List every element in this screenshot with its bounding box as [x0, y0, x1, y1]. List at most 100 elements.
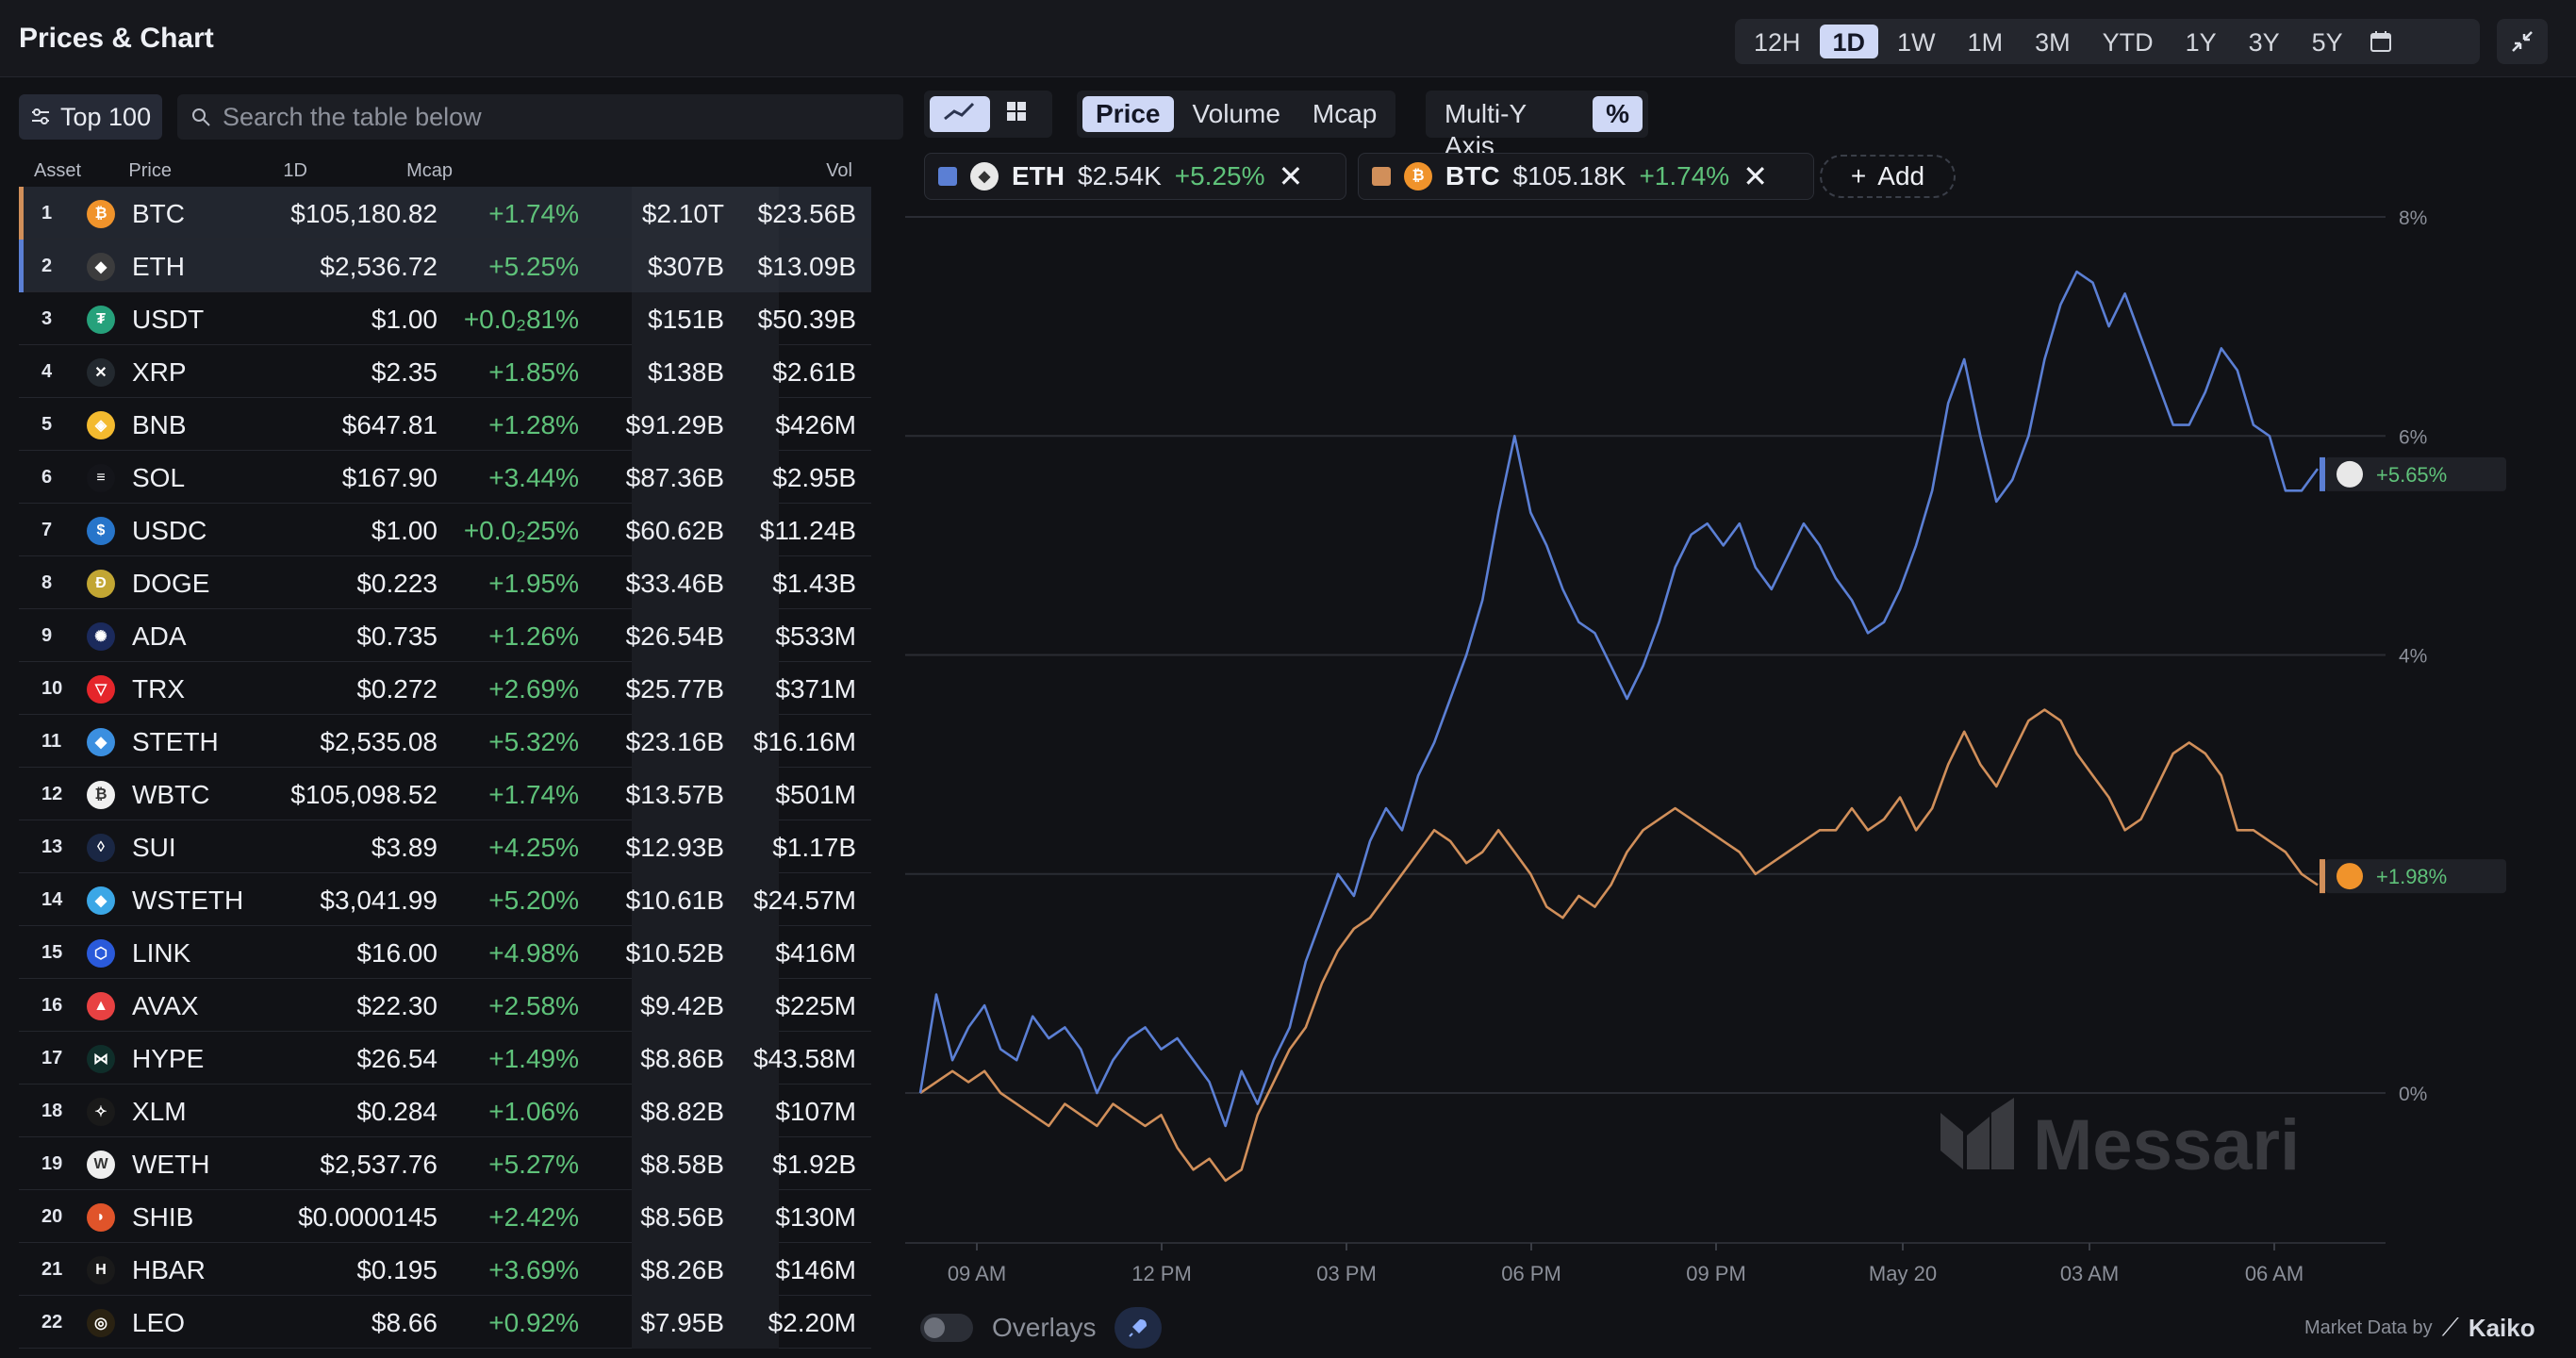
asset-mcap: $8.82B: [640, 1097, 724, 1126]
table-row[interactable]: 11 ◆ STETH $2,535.08 +5.32% $23.16B $16.16M: [19, 715, 871, 768]
mcap-highlight: [632, 398, 779, 451]
table-row[interactable]: 21 H HBAR $0.195 +3.69% $8.26B $146M: [19, 1243, 871, 1296]
range-1y[interactable]: 1Y: [2185, 28, 2217, 57]
bitcoin-icon: [2337, 863, 2363, 890]
legend-chip-eth[interactable]: ◆ ETH $2.54K +5.25% ✕: [924, 153, 1346, 200]
kaiko-logo-icon: ⟋: [2441, 1313, 2459, 1341]
y-tick-label: 6%: [2399, 426, 2427, 448]
asset-mcap: $2.10T: [641, 199, 724, 228]
x-tick-label: 12 PM: [1131, 1262, 1192, 1285]
table-row[interactable]: 19 W WETH $2,537.76 +5.27% $8.58B $1.92B: [19, 1137, 871, 1190]
overlays-toggle[interactable]: [920, 1314, 973, 1342]
table-row[interactable]: 16 ▲ AVAX $22.30 +2.58% $9.42B $225M: [19, 979, 871, 1032]
table-row[interactable]: 10 ▽ TRX $0.272 +2.69% $25.77B $371M: [19, 662, 871, 715]
table-row[interactable]: 1 ₿ BTC $105,180.82 +1.74% $2.10T $23.56B: [19, 187, 871, 240]
rocket-icon[interactable]: [1115, 1307, 1163, 1349]
range-5y[interactable]: 5Y: [2311, 28, 2343, 57]
metric-price[interactable]: Price: [1082, 96, 1174, 132]
header-asset[interactable]: Asset: [34, 160, 82, 181]
asset-change: +4.25%: [488, 833, 579, 862]
wbtc-icon: ₿: [87, 781, 115, 809]
table-row[interactable]: 2 ◆ ETH $2,536.72 +5.25% $307B $13.09B: [19, 240, 871, 292]
asset-mcap: $33.46B: [625, 569, 724, 598]
asset-symbol: USDC: [132, 516, 207, 545]
grid-layout-icon[interactable]: [996, 96, 1037, 132]
legend-chip-btc[interactable]: ₿ BTC $105.18K +1.74% ✕: [1358, 153, 1814, 200]
asset-price: $105,180.82: [290, 199, 438, 228]
table-row[interactable]: 18 ✧ XLM $0.284 +1.06% $8.82B $107M: [19, 1085, 871, 1137]
asset-change: +1.06%: [488, 1097, 579, 1126]
calendar-icon[interactable]: [2362, 25, 2400, 58]
table-row[interactable]: 20 ◗ SHIB $0.0000145 +2.42% $8.56B $130M: [19, 1190, 871, 1243]
header-vol[interactable]: Vol: [826, 160, 852, 181]
asset-mcap: $8.58B: [640, 1150, 724, 1179]
rank: 16: [41, 995, 63, 1016]
asset-change: +0.0₂25%: [463, 516, 579, 545]
asset-mcap: $13.57B: [625, 780, 724, 809]
mcap-highlight: [632, 345, 779, 398]
range-ytd[interactable]: YTD: [2102, 28, 2154, 57]
watermark-text: Messari: [2033, 1105, 2300, 1185]
mcap-highlight: [632, 1243, 779, 1296]
table-row[interactable]: 5 ◈ BNB $647.81 +1.28% $91.29B $426M: [19, 398, 871, 451]
series-line-btc: [919, 708, 2319, 1183]
price-chart[interactable]: 8% 6% 4% 0% 09 AM 12 PM 03 PM 06 PM 09 PM May 20 0…: [905, 207, 2576, 1301]
asset-mcap: $307B: [648, 252, 724, 281]
asset-volume: $16.16M: [753, 727, 856, 756]
asset-mcap: $151B: [648, 305, 724, 334]
asset-change: +5.25%: [488, 252, 579, 281]
add-asset-button[interactable]: + Add: [1820, 155, 1956, 198]
table-row[interactable]: 13 ◊ SUI $3.89 +4.25% $12.93B $1.17B: [19, 820, 871, 873]
range-3y[interactable]: 3Y: [2248, 28, 2280, 57]
legend-price: $2.54K: [1078, 161, 1162, 190]
table-row[interactable]: 15 ⬡ LINK $16.00 +4.98% $10.52B $416M: [19, 926, 871, 979]
mcap-highlight: [632, 662, 779, 715]
top-100-label: Top 100: [60, 102, 152, 131]
range-1w[interactable]: 1W: [1897, 28, 1936, 57]
credit-brand: Kaiko: [2468, 1313, 2535, 1342]
collapse-icon[interactable]: [2497, 19, 2548, 64]
table-row[interactable]: 9 ✺ ADA $0.735 +1.26% $26.54B $533M: [19, 609, 871, 662]
legend-symbol: ETH: [1012, 161, 1065, 190]
line-chart-icon[interactable]: [930, 96, 990, 132]
table-row[interactable]: 14 ◆ WSTETH $3,041.99 +5.20% $10.61B $24.57M: [19, 873, 871, 926]
table-row[interactable]: 7 $ USDC $1.00 +0.0₂25% $60.62B $11.24B: [19, 504, 871, 556]
asset-change: +2.42%: [488, 1202, 579, 1232]
table-row[interactable]: 22 ◎ LEO $8.66 +0.92% $7.95B $2.20M: [19, 1296, 871, 1349]
range-1m[interactable]: 1M: [1967, 28, 2004, 57]
asset-volume: $107M: [775, 1097, 856, 1126]
rank: 18: [41, 1101, 63, 1121]
top-100-filter-button[interactable]: Top 100: [19, 94, 162, 140]
remove-series-icon[interactable]: ✕: [1278, 159, 1304, 193]
search-input[interactable]: [221, 101, 881, 133]
header-price[interactable]: Price: [128, 160, 172, 181]
bitcoin-icon: ₿: [87, 200, 115, 228]
range-3m[interactable]: 3M: [2035, 28, 2071, 57]
multi-y-axis-button[interactable]: Multi-Y Axis: [1445, 99, 1527, 160]
asset-symbol: BNB: [132, 410, 187, 439]
table-row[interactable]: 3 ₮ USDT $1.00 +0.0₂81% $151B $50.39B: [19, 292, 871, 345]
range-1d[interactable]: 1D: [1819, 25, 1879, 58]
metric-mcap[interactable]: Mcap: [1312, 99, 1378, 128]
asset-mcap: $60.62B: [625, 516, 724, 545]
asset-price: $0.284: [356, 1097, 438, 1126]
table-row[interactable]: 6 ≡ SOL $167.90 +3.44% $87.36B $2.95B: [19, 451, 871, 504]
table-row[interactable]: 17 ⋈ HYPE $26.54 +1.49% $8.86B $43.58M: [19, 1032, 871, 1085]
asset-volume: $1.43B: [772, 569, 856, 598]
table-row[interactable]: 12 ₿ WBTC $105,098.52 +1.74% $13.57B $501M: [19, 768, 871, 820]
search-box: [177, 94, 903, 140]
remove-series-icon[interactable]: ✕: [1742, 159, 1768, 193]
table-row[interactable]: 8 Ð DOGE $0.223 +1.95% $33.46B $1.43B: [19, 556, 871, 609]
asset-price: $0.735: [356, 621, 438, 651]
table-row[interactable]: 4 ✕ XRP $2.35 +1.85% $138B $2.61B: [19, 345, 871, 398]
header-1d[interactable]: 1D: [283, 160, 307, 181]
asset-change: +1.85%: [488, 357, 579, 387]
metric-volume[interactable]: Volume: [1192, 99, 1280, 128]
end-label-value: +1.98%: [2376, 865, 2447, 888]
mcap-highlight: [632, 1032, 779, 1085]
cardano-icon: ✺: [87, 622, 115, 651]
percent-toggle-button[interactable]: %: [1593, 96, 1643, 132]
range-12h[interactable]: 12H: [1754, 28, 1801, 57]
selected-indicator: [19, 187, 24, 240]
sui-icon: ◊: [87, 834, 115, 862]
